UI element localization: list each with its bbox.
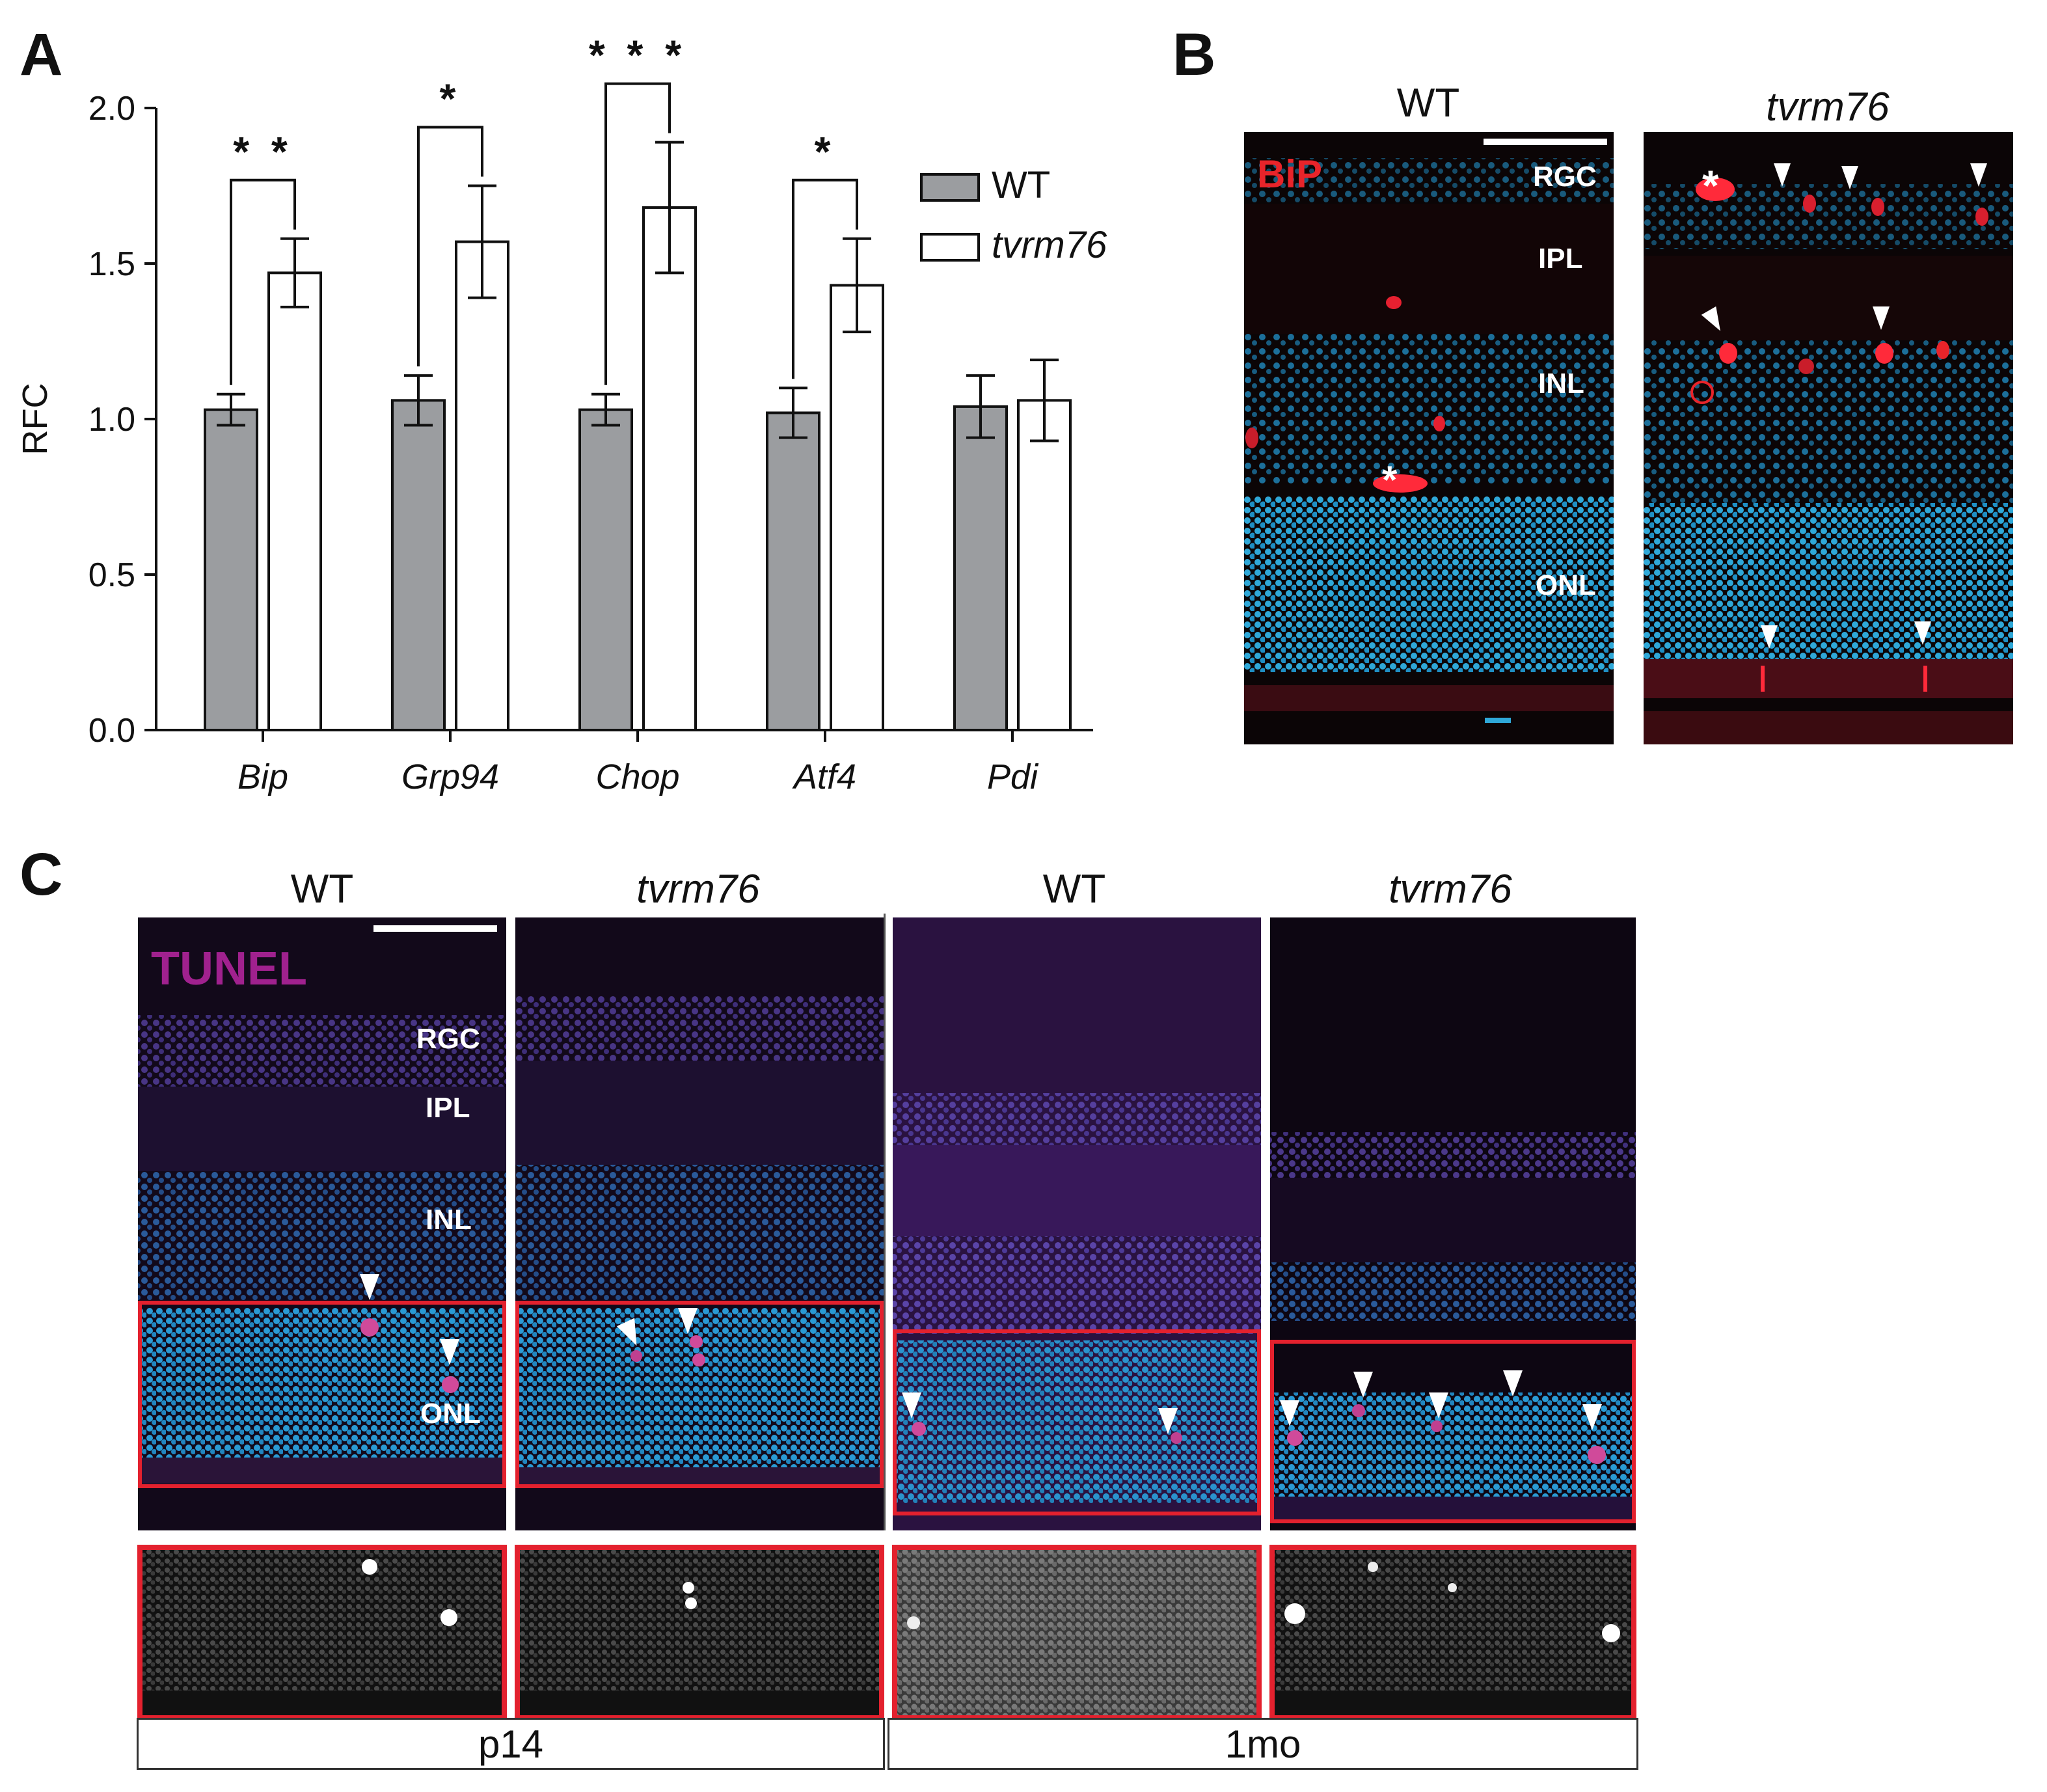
chart-legend: WT tvrm76 [920, 164, 1107, 266]
zoom-panel-tvrm76-1mo [1269, 1545, 1636, 1720]
bar-atf4-wt [766, 411, 820, 731]
significance-stars: * [815, 128, 836, 175]
scale-bar [1484, 139, 1607, 145]
zoom-panel-wt-p14 [137, 1545, 507, 1720]
chart-error-bars [217, 141, 1059, 442]
y-tick-label: 0.0 [88, 712, 135, 750]
zoom-box [138, 1301, 506, 1488]
zoom-panel-wt-1mo [892, 1545, 1262, 1720]
significance-bracket [604, 82, 671, 385]
x-tick-label: Chop [595, 757, 679, 796]
x-tick-label: Atf4 [792, 757, 856, 796]
significance-bracket [792, 178, 858, 379]
c-col-title-wt-p14: WT [290, 867, 354, 912]
significance-bracket [230, 178, 296, 385]
panel-c-label: C [20, 841, 63, 908]
chart-bars [204, 206, 1072, 732]
y-tick-label: 2.0 [88, 90, 135, 128]
bar-chop-wt [578, 408, 633, 731]
legend-swatch [920, 173, 980, 202]
bip-tvrm76-micrograph: * [1644, 132, 2013, 744]
y-tick-label: 1.0 [88, 401, 135, 439]
bar-grp94-wt [391, 399, 446, 731]
significance-bracket [417, 126, 483, 367]
y-tick-label: 1.5 [88, 245, 135, 283]
tunel-stain-label: TUNEL [151, 943, 307, 995]
chart-labels: RFC Bip Grp94 Chop Atf4 Pdi [16, 383, 1039, 796]
layer-label-inl: INL [1538, 368, 1584, 400]
asterisk-marker: * [1702, 161, 1719, 210]
x-tick-label: Grp94 [401, 757, 499, 796]
tunel-wt-1mo-image [893, 917, 1261, 1540]
chart-significance: * * * * * * * [230, 32, 858, 385]
age-label-p14: p14 [137, 1718, 885, 1770]
significance-stars: * * * [589, 32, 686, 79]
significance-stars: * * [233, 128, 293, 175]
layer-label-onl: ONL [420, 1398, 481, 1430]
zoom-box [893, 1329, 1261, 1515]
bar-pdi-tvrm76 [1017, 399, 1072, 731]
legend-label: tvrm76 [992, 224, 1107, 266]
bip-wt-micrograph: BiP RGC IPL INL ONL * [1244, 132, 1614, 744]
zoom-box [1270, 1340, 1636, 1523]
legend-label: WT [992, 164, 1050, 206]
bar-bip-wt [204, 408, 258, 731]
significance-stars: * [440, 75, 461, 122]
tunel-wt-p14-image [138, 917, 506, 1540]
asterisk-marker: * [1382, 458, 1398, 502]
layer-label-ipl: IPL [1538, 243, 1583, 275]
c-col-title-tvrm76-1mo: tvrm76 [1389, 867, 1512, 912]
scale-bar [373, 925, 497, 932]
tunel-tvrm76-p14-image [515, 917, 884, 1540]
y-tick-label: 0.5 [88, 556, 135, 594]
zoom-panel-tvrm76-p14 [515, 1545, 884, 1720]
zoom-box [515, 1301, 884, 1488]
layer-label-ipl: IPL [426, 1092, 470, 1124]
tunel-tvrm76-1mo-image [1270, 917, 1636, 1540]
x-tick-label: Pdi [987, 757, 1039, 796]
panel-b-label: B [1173, 21, 1216, 88]
layer-label-onl: ONL [1536, 569, 1596, 601]
bar-chart: 0.0 0.5 1.0 1.5 2.0 * * * * * * * RFC Bip Grp94 Ch… [16, 32, 1107, 796]
b-col-title-tvrm76: tvrm76 [1766, 85, 1890, 129]
bar-bip-tvrm76 [267, 271, 322, 731]
bar-pdi-wt [953, 405, 1008, 731]
b-col-title-wt: WT [1396, 81, 1460, 126]
arrowhead-markers [360, 1274, 1602, 1434]
bar-chop-tvrm76 [642, 206, 697, 731]
layer-label-rgc: RGC [1533, 161, 1597, 193]
arrowhead-markers [1644, 132, 2013, 744]
c-col-title-tvrm76-p14: tvrm76 [636, 867, 760, 912]
panel-a-label: A [20, 21, 63, 88]
x-tick-label: Bip [237, 757, 288, 796]
bip-stain-label: BiP [1257, 152, 1323, 196]
y-axis-label: RFC [16, 383, 55, 455]
c-col-title-wt-1mo: WT [1042, 867, 1106, 912]
age-label-1mo: 1mo [888, 1718, 1638, 1770]
legend-swatch [920, 233, 980, 262]
layer-label-rgc: RGC [416, 1023, 480, 1055]
layer-label-inl: INL [426, 1204, 472, 1236]
